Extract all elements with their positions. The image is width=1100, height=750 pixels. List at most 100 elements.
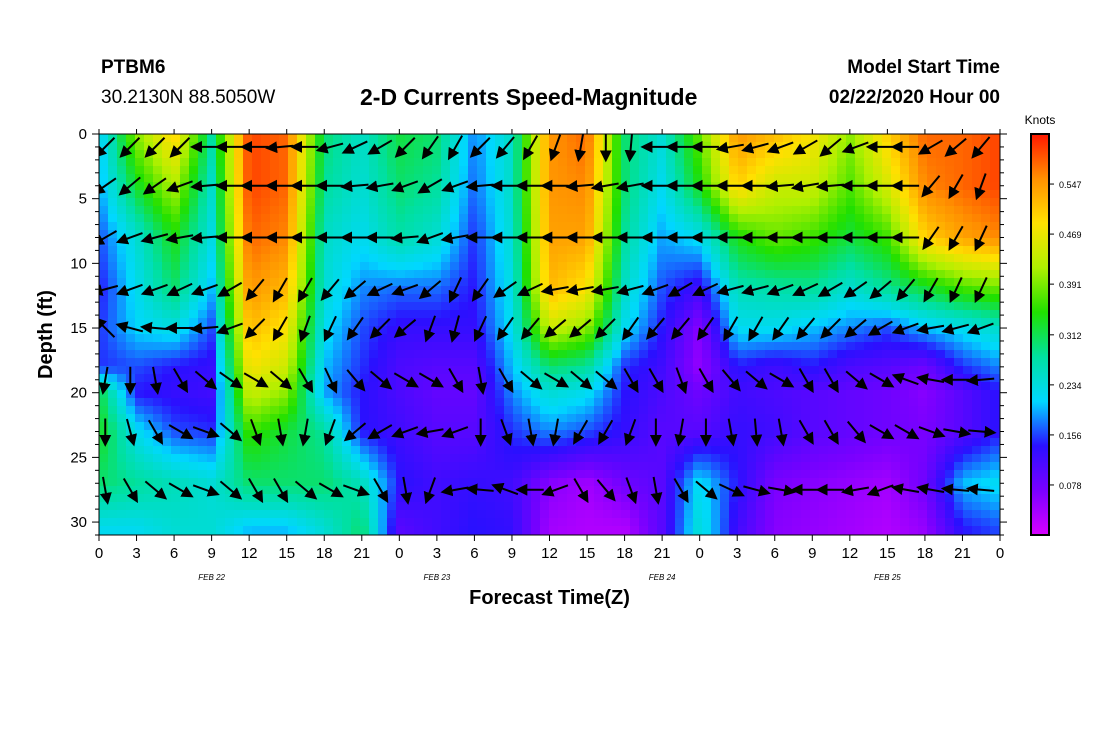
heat-cell	[837, 214, 847, 223]
heat-cell	[630, 278, 640, 287]
heat-cell	[423, 406, 433, 415]
heat-cell	[162, 158, 172, 167]
heat-cell	[387, 254, 397, 263]
heat-cell	[828, 350, 838, 359]
heat-cell	[405, 262, 415, 271]
heat-cell	[855, 294, 865, 303]
heat-cell	[738, 390, 748, 399]
heat-cell	[126, 134, 136, 143]
heat-cell	[603, 326, 613, 335]
heat-cell	[936, 270, 946, 279]
heat-cell	[531, 398, 541, 407]
heat-cell	[792, 518, 802, 527]
heat-cell	[585, 134, 595, 143]
heat-cell	[648, 358, 658, 367]
heat-cell	[450, 494, 460, 503]
heat-cell	[126, 310, 136, 319]
heat-cell	[657, 446, 667, 455]
heat-cell	[387, 518, 397, 527]
heat-cell	[540, 382, 550, 391]
heat-cell	[864, 398, 874, 407]
heat-cell	[108, 526, 118, 535]
heat-cell	[207, 350, 217, 359]
heat-cell	[738, 406, 748, 415]
heat-cell	[459, 382, 469, 391]
heat-cell	[171, 430, 181, 439]
heat-cell	[927, 366, 937, 375]
heat-cell	[342, 190, 352, 199]
heat-cell	[378, 414, 388, 423]
heat-cell	[855, 270, 865, 279]
heat-cell	[639, 462, 649, 471]
heat-cell	[666, 222, 676, 231]
heat-cell	[504, 238, 514, 247]
heat-cell	[135, 406, 145, 415]
heat-cell	[873, 478, 883, 487]
heat-cell	[909, 134, 919, 143]
heat-cell	[711, 334, 721, 343]
heat-cell	[153, 198, 163, 207]
heat-cell	[540, 454, 550, 463]
heat-cell	[792, 166, 802, 175]
heat-cell	[270, 518, 280, 527]
heat-cell	[495, 406, 505, 415]
heat-cell	[387, 526, 397, 535]
heat-cell	[252, 502, 262, 511]
heat-cell	[270, 486, 280, 495]
heat-cell	[351, 406, 361, 415]
heat-cell	[270, 198, 280, 207]
heat-cell	[549, 254, 559, 263]
heat-cell	[288, 254, 298, 263]
heat-cell	[117, 262, 127, 271]
heat-cell	[828, 254, 838, 263]
heat-cell	[99, 262, 109, 271]
heat-cell	[927, 414, 937, 423]
heat-cell	[639, 158, 649, 167]
heat-cell	[972, 270, 982, 279]
heat-cell	[630, 302, 640, 311]
heat-cell	[126, 422, 136, 431]
heat-cell	[747, 414, 757, 423]
heat-cell	[468, 374, 478, 383]
heat-cell	[612, 406, 622, 415]
heat-cell	[342, 438, 352, 447]
heat-cell	[540, 342, 550, 351]
heat-cell	[117, 350, 127, 359]
heat-cell	[747, 342, 757, 351]
heat-cell	[810, 182, 820, 191]
heat-cell	[99, 462, 109, 471]
heat-cell	[720, 494, 730, 503]
heat-cell	[468, 414, 478, 423]
heat-cell	[567, 238, 577, 247]
heat-cell	[342, 134, 352, 143]
heat-cell	[441, 518, 451, 527]
heat-cell	[909, 510, 919, 519]
heat-cell	[963, 390, 973, 399]
heat-cell	[729, 454, 739, 463]
heat-cell	[972, 478, 982, 487]
heat-cell	[540, 142, 550, 151]
heat-cell	[873, 390, 883, 399]
heat-cell	[441, 286, 451, 295]
heat-cell	[99, 518, 109, 527]
heat-cell	[450, 526, 460, 535]
heat-cell	[936, 262, 946, 271]
heat-cell	[738, 510, 748, 519]
heat-cell	[567, 390, 577, 399]
heat-cell	[864, 294, 874, 303]
heat-cell	[387, 246, 397, 255]
heat-cell	[702, 494, 712, 503]
heat-cell	[630, 518, 640, 527]
heat-cell	[927, 502, 937, 511]
heat-cell	[441, 334, 451, 343]
heat-cell	[855, 214, 865, 223]
heat-cell	[351, 510, 361, 519]
heat-cell	[909, 270, 919, 279]
heat-cell	[846, 318, 856, 327]
heat-cell	[963, 526, 973, 535]
heat-cell	[270, 382, 280, 391]
heat-cell	[873, 214, 883, 223]
heat-cell	[270, 246, 280, 255]
heat-cell	[756, 462, 766, 471]
heat-cell	[792, 398, 802, 407]
